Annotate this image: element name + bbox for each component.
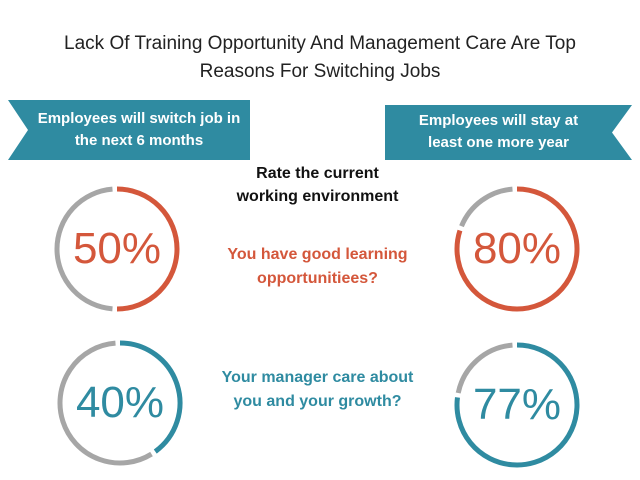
chart-title: Lack Of Training Opportunity And Managem… (0, 30, 640, 86)
donut-learning-right: 80% (452, 184, 582, 314)
donut-learning-right-svg (454, 186, 580, 312)
right-banner-text: Employees will stay at least one more ye… (385, 110, 612, 154)
donut-track (459, 186, 513, 228)
question-manager-line-2: you and your growth? (233, 393, 402, 410)
donut-value-arc (116, 186, 180, 312)
donut-value-arc (454, 342, 580, 468)
donut-track (54, 186, 113, 312)
question-learning-line-2: opportunitiees? (257, 270, 378, 287)
donut-manager-left-svg (57, 340, 183, 466)
right-banner-line-1: Employees will stay at (418, 112, 579, 129)
right-banner (385, 105, 632, 160)
left-banner (8, 100, 250, 160)
left-banner-text: Employees will switch job in the next 6 … (28, 108, 250, 152)
donut-learning-left-value: 50% (72, 224, 162, 273)
donut-manager-left-value: 40% (75, 378, 165, 427)
title-line-2: Reasons For Switching Jobs (199, 61, 441, 82)
donut-manager-right-value: 77% (472, 380, 562, 429)
question-learning-line-1: You have good learning (227, 246, 408, 263)
donut-value-arc (454, 186, 580, 312)
donut-manager-right-svg (454, 342, 580, 468)
donut-track (455, 342, 513, 394)
donut-value-arc (119, 340, 183, 454)
question-learning: You have good learning opportunitiees? (195, 243, 440, 291)
donut-manager-left: 40% (55, 338, 185, 468)
left-banner-line-1: Employees will switch job in (37, 110, 241, 127)
left-banner-line-2: the next 6 months (74, 132, 204, 149)
center-heading: Rate the current working environment (200, 162, 435, 208)
question-manager-line-1: Your manager care about (221, 369, 414, 386)
donut-track (57, 340, 153, 466)
title-line-1: Lack Of Training Opportunity And Managem… (64, 33, 576, 54)
left-banner-shape (8, 100, 250, 160)
question-manager: Your manager care about you and your gro… (195, 366, 440, 414)
donut-manager-right: 77% (452, 340, 582, 470)
right-banner-shape (385, 105, 632, 160)
donut-learning-right-value: 80% (472, 224, 562, 273)
right-banner-line-2: least one more year (428, 134, 569, 151)
center-heading-line-2: working environment (236, 188, 399, 205)
donut-learning-left: 50% (52, 184, 182, 314)
donut-learning-left-svg (54, 186, 180, 312)
center-heading-line-1: Rate the current (256, 165, 379, 182)
